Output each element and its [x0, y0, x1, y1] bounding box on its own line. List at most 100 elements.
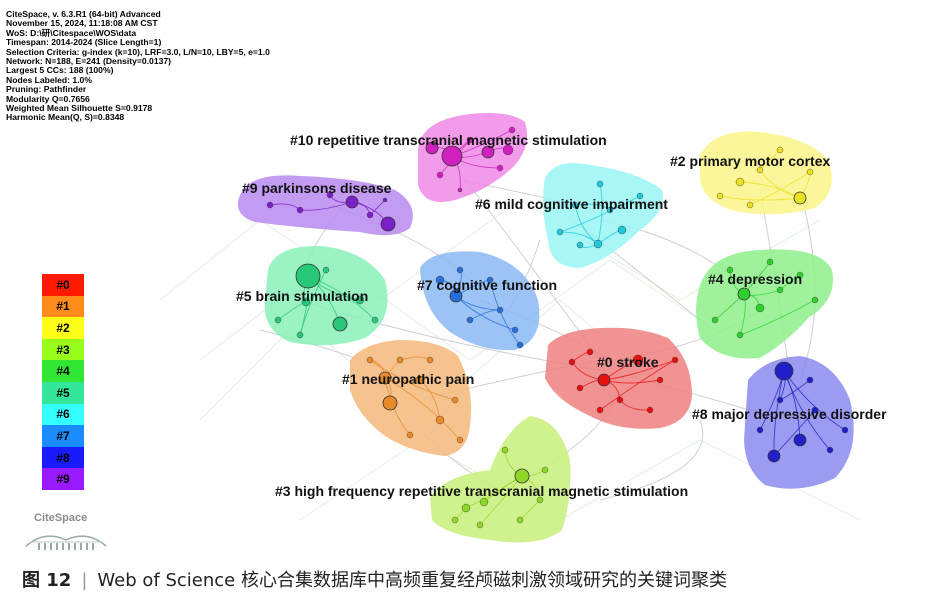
network-node[interactable]	[326, 191, 334, 199]
network-node[interactable]	[711, 316, 719, 324]
network-node[interactable]	[296, 331, 304, 339]
network-node[interactable]	[656, 376, 664, 384]
cluster-label-5[interactable]: #5 brain stimulation	[236, 288, 368, 304]
cluster-hull-6[interactable]	[543, 163, 664, 268]
network-node[interactable]	[508, 126, 516, 134]
cluster-label-10[interactable]: #10 repetitive transcranial magnetic sti…	[290, 132, 607, 148]
network-node[interactable]	[457, 187, 463, 193]
network-node[interactable]	[380, 216, 396, 232]
network-node[interactable]	[406, 431, 414, 439]
network-node[interactable]	[793, 191, 807, 205]
network-node[interactable]	[511, 326, 519, 334]
network-node[interactable]	[736, 331, 744, 339]
network-node[interactable]	[767, 449, 781, 463]
network-node[interactable]	[793, 433, 807, 447]
network-node[interactable]	[295, 263, 321, 289]
network-node[interactable]	[441, 145, 463, 167]
network-node[interactable]	[466, 136, 474, 144]
network-node[interactable]	[735, 177, 745, 187]
network-node[interactable]	[796, 271, 804, 279]
network-node[interactable]	[646, 406, 654, 414]
network-node[interactable]	[716, 192, 724, 200]
cluster-hull-4[interactable]	[696, 249, 833, 359]
network-node[interactable]	[541, 466, 549, 474]
network-node[interactable]	[776, 286, 784, 294]
network-node[interactable]	[616, 396, 624, 404]
network-node[interactable]	[274, 316, 282, 324]
network-node[interactable]	[415, 375, 425, 385]
network-node[interactable]	[556, 228, 564, 236]
network-node[interactable]	[476, 521, 484, 529]
network-node[interactable]	[479, 497, 489, 507]
network-node[interactable]	[435, 415, 445, 425]
cluster-hull-1[interactable]	[350, 340, 472, 456]
network-node[interactable]	[345, 195, 359, 209]
network-node[interactable]	[571, 201, 579, 209]
cluster-hull-9[interactable]	[237, 175, 413, 236]
cluster-label-2[interactable]: #2 primary motor cortex	[670, 153, 830, 169]
network-node[interactable]	[366, 211, 374, 219]
network-node[interactable]	[516, 516, 524, 524]
network-node[interactable]	[451, 516, 459, 524]
network-node[interactable]	[382, 395, 398, 411]
network-node[interactable]	[456, 266, 464, 274]
network-node[interactable]	[382, 197, 388, 203]
network-node[interactable]	[481, 145, 495, 159]
network-node[interactable]	[355, 295, 365, 305]
network-node[interactable]	[755, 303, 765, 313]
cluster-label-9[interactable]: #9 parkinsons disease	[242, 180, 392, 196]
network-node[interactable]	[366, 356, 374, 364]
network-node[interactable]	[811, 406, 819, 414]
network-node[interactable]	[617, 225, 627, 235]
network-node[interactable]	[632, 354, 644, 366]
network-node[interactable]	[461, 503, 471, 513]
cluster-label-6[interactable]: #6 mild cognitive impairment	[475, 196, 668, 212]
network-node[interactable]	[496, 306, 504, 314]
network-node[interactable]	[576, 384, 584, 392]
network-node[interactable]	[378, 371, 392, 385]
network-node[interactable]	[301, 297, 311, 307]
cluster-hull-10[interactable]	[418, 113, 528, 203]
network-node[interactable]	[266, 201, 274, 209]
network-node[interactable]	[737, 287, 751, 301]
network-node[interactable]	[776, 396, 784, 404]
network-node[interactable]	[436, 171, 444, 179]
network-node[interactable]	[435, 275, 445, 285]
network-node[interactable]	[322, 266, 330, 274]
network-node[interactable]	[596, 406, 604, 414]
cluster-label-7[interactable]: #7 cognitive function	[417, 277, 557, 293]
network-node[interactable]	[516, 341, 524, 349]
network-node[interactable]	[466, 316, 474, 324]
network-node[interactable]	[806, 168, 814, 176]
network-node[interactable]	[841, 426, 849, 434]
network-node[interactable]	[811, 296, 819, 304]
network-node[interactable]	[593, 239, 603, 249]
network-node[interactable]	[501, 446, 509, 454]
network-node[interactable]	[496, 164, 504, 172]
network-node[interactable]	[776, 146, 784, 154]
network-node[interactable]	[568, 358, 576, 366]
network-node[interactable]	[597, 373, 611, 387]
network-node[interactable]	[371, 316, 379, 324]
network-node[interactable]	[456, 436, 464, 444]
cluster-label-0[interactable]: #0 stroke	[597, 354, 659, 370]
cluster-label-3[interactable]: #3 high frequency repetitive transcrania…	[275, 483, 688, 499]
network-node[interactable]	[636, 192, 644, 200]
network-node[interactable]	[806, 376, 814, 384]
network-node[interactable]	[756, 426, 764, 434]
network-node[interactable]	[451, 396, 459, 404]
network-node[interactable]	[774, 361, 794, 381]
network-node[interactable]	[486, 276, 494, 284]
network-node[interactable]	[756, 166, 764, 174]
network-node[interactable]	[514, 468, 530, 484]
network-node[interactable]	[425, 141, 439, 155]
network-node[interactable]	[502, 144, 514, 156]
network-node[interactable]	[449, 289, 463, 303]
cluster-hull-0[interactable]	[545, 327, 692, 429]
cluster-label-4[interactable]: #4 depression	[708, 271, 802, 287]
network-node[interactable]	[826, 446, 834, 454]
network-node[interactable]	[396, 356, 404, 364]
cluster-label-8[interactable]: #8 major depressive disorder	[692, 406, 887, 422]
network-node[interactable]	[296, 206, 304, 214]
network-node[interactable]	[766, 258, 774, 266]
